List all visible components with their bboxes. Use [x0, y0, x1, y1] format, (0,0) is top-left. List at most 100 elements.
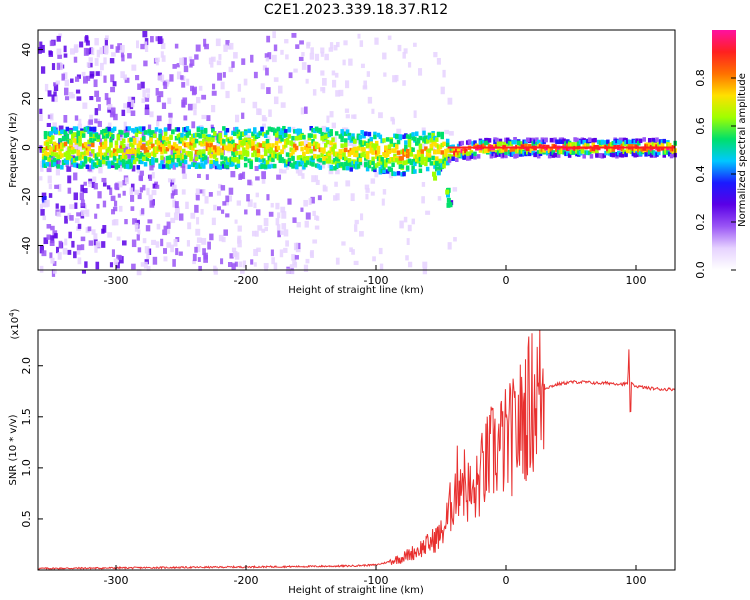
heatmap-ridge-cell [294, 164, 299, 170]
heatmap-ridge-cell [327, 132, 332, 138]
heatmap-ridge-cell [49, 146, 53, 151]
heatmap-noise-cell [69, 215, 74, 221]
heatmap-noise-cell [161, 102, 167, 109]
heatmap-ridge-cell [427, 148, 432, 153]
heatmap-ridge-cell [555, 152, 559, 158]
heatmap-ridge-cell [582, 154, 586, 159]
heatmap-ridge-cell [329, 131, 333, 137]
heatmap-noise-cell [67, 187, 72, 194]
heatmap-noise-cell [279, 230, 284, 235]
heatmap-noise-cell [143, 60, 148, 67]
heatmap-ridge-cell [491, 151, 495, 157]
heatmap-ridge-cell [269, 157, 273, 162]
heatmap-ridge-cell [444, 148, 448, 154]
heatmap-noise-cell [144, 97, 150, 102]
heatmap-ridge-cell [527, 137, 532, 143]
heatmap-noise-cell [88, 57, 93, 62]
heatmap-noise-cell [182, 173, 187, 179]
heatmap-ridge-cell [147, 145, 151, 150]
heatmap-ridge-cell [498, 152, 503, 157]
heatmap-ridge-cell [132, 129, 137, 134]
heatmap-ridge-cell [353, 159, 357, 164]
heatmap-noise-cell [310, 47, 314, 54]
heatmap-ridge-cell [329, 140, 333, 146]
heatmap-ridge-cell [149, 137, 153, 142]
heatmap-ridge-cell [313, 128, 317, 134]
heatmap-ridge-cell [471, 153, 475, 159]
heatmap-ridge-cell [458, 152, 463, 157]
heatmap-ridge-cell [282, 144, 286, 150]
heatmap-branch-cell [445, 189, 450, 195]
heatmap-ridge-cell [456, 146, 461, 152]
heatmap-ridge-cell [469, 150, 474, 156]
heatmap-noise-cell [144, 104, 150, 110]
heatmap-noise-cell [175, 248, 179, 256]
heatmap-noise-cell [49, 252, 53, 259]
heatmap-noise-cell [102, 200, 107, 208]
heatmap-noise-cell [76, 96, 82, 101]
heatmap-ridge-cell [433, 135, 437, 141]
heatmap-ridge-cell [283, 162, 288, 168]
heatmap-ridge-cell [331, 159, 335, 165]
heatmap-ridge-cell [85, 147, 90, 153]
heatmap-ridge-cell [509, 141, 514, 147]
heatmap-ridge-cell [369, 139, 373, 145]
heatmap-ridge-cell [382, 161, 386, 167]
heatmap-ridge-cell [222, 139, 226, 144]
heatmap-noise-cell [145, 225, 151, 232]
heatmap-ridge-cell [129, 149, 133, 155]
heatmap-noise-cell [300, 107, 305, 115]
heatmap-noise-cell [310, 250, 314, 258]
heatmap-ridge-cell [435, 166, 439, 172]
heatmap-ridge-cell [666, 150, 670, 155]
heatmap-noise-cell [283, 247, 288, 253]
heatmap-ridge-cell [364, 162, 368, 168]
heatmap-noise-cell [88, 240, 94, 246]
heatmap-ridge-cell [405, 165, 410, 170]
heatmap-noise-cell [241, 58, 246, 65]
heatmap-noise-cell [126, 107, 131, 114]
heatmap-noise-cell [273, 44, 278, 52]
heatmap-noise-cell [86, 62, 91, 68]
heatmap-ridge-cell [69, 129, 73, 135]
heatmap-ridge-cell [411, 132, 415, 137]
heatmap-noise-cell [183, 65, 189, 73]
heatmap-ridge-cell [498, 148, 503, 154]
heatmap-ridge-cell [234, 150, 239, 156]
heatmap-ridge-cell [376, 132, 381, 138]
heatmap-ridge-cell [444, 160, 448, 166]
heatmap-noise-cell [203, 254, 208, 263]
heatmap-ridge-cell [314, 144, 319, 150]
heatmap-ridge-cell [263, 133, 268, 138]
heatmap-ridge-cell [398, 158, 403, 164]
heatmap-ridge-cell [287, 161, 292, 167]
heatmap-ridge-cell [575, 137, 579, 143]
heatmap-ridge-cell [71, 147, 75, 152]
heatmap-ridge-cell [416, 140, 421, 146]
heatmap-ridge-cell [51, 159, 55, 165]
colorbar-tick-label: 0.2 [694, 213, 707, 231]
heatmap-ridge-cell [309, 161, 313, 166]
heatmap-ridge-cell [212, 154, 217, 159]
snr-x-tick-label: -100 [364, 574, 389, 587]
heatmap-ridge-cell [546, 150, 550, 156]
heatmap-ridge-cell [566, 139, 570, 144]
heatmap-ridge-cell [584, 139, 588, 145]
heatmap-ridge-cell [100, 142, 104, 147]
heatmap-noise-cell [213, 204, 217, 211]
heatmap-noise-cell [206, 115, 211, 122]
heatmap-noise-cell [154, 57, 160, 62]
heatmap-branch-cell [433, 175, 438, 181]
heatmap-noise-cell [115, 46, 120, 53]
heatmap-ridge-cell [391, 148, 395, 153]
heatmap-noise-cell [264, 265, 268, 271]
heatmap-noise-cell [74, 202, 78, 209]
heatmap-ridge-cell [167, 143, 171, 149]
heatmap-ridge-cell [367, 160, 372, 165]
heatmap-ridge-cell [571, 142, 576, 147]
heatmap-ridge-cell [640, 147, 645, 152]
heatmap-ridge-cell [498, 141, 503, 146]
heatmap-ridge-cell [298, 155, 303, 160]
heatmap-noise-cell [436, 57, 441, 65]
heatmap-ridge-cell [367, 142, 372, 148]
